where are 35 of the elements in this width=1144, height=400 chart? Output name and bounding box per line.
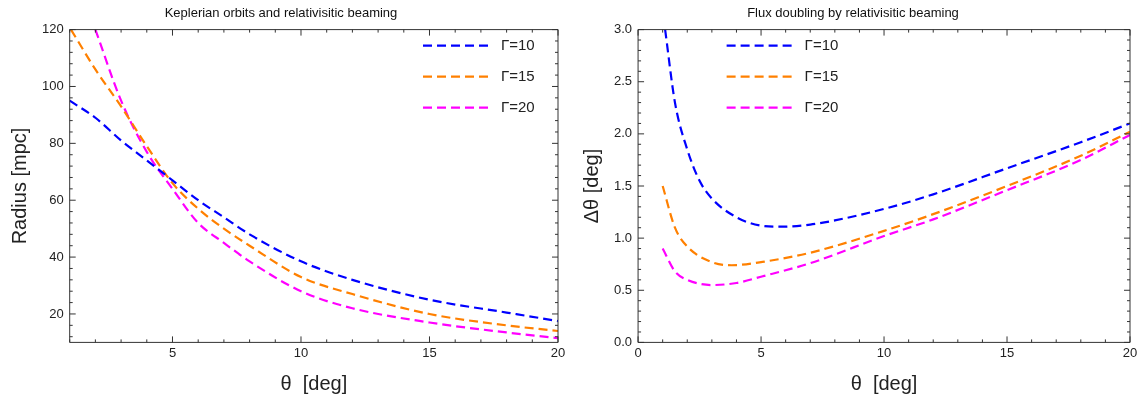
legend-label: Γ=10 [804,35,839,53]
y-tick-label: 1.5 [613,177,633,193]
y-tick-label: 3.0 [613,21,633,37]
y-tick-label: 0.5 [613,281,633,297]
x-tick-label: 15 [999,344,1015,360]
legend-label: Γ=20 [501,97,535,115]
chart-title: Flux doubling by relativisitic beaming [747,5,959,21]
y-tick-label: 40 [49,248,64,264]
y-axis-title: Radius [mpc] [7,127,30,245]
y-tick-label: 20 [49,305,64,321]
x-tick-label: 10 [293,344,309,360]
y-tick-label: 100 [41,78,64,94]
y-tick-label: 2.5 [613,73,633,89]
x-tick-label: 10 [876,344,892,360]
y-tick-label: 120 [41,21,64,37]
legend-label: Γ=15 [501,66,535,84]
x-tick-label: 5 [168,344,177,360]
y-tick-label: 60 [49,191,64,207]
x-tick-label: 20 [550,344,566,360]
x-axis-title: θ [deg] [280,371,348,394]
y-tick-label: 0.0 [613,333,633,349]
legend-label: Γ=15 [804,66,839,84]
x-tick-label: 5 [757,344,765,360]
x-tick-label: 0 [634,344,642,360]
x-axis-title: θ [deg] [850,371,918,394]
y-tick-label: 1.0 [613,229,633,245]
legend-label: Γ=20 [804,97,839,115]
chart-title: Keplerian orbits and relativisitic beaming [164,5,398,21]
y-axis-title: Δθ [deg] [579,148,602,224]
legend-label: Γ=10 [501,35,535,53]
x-tick-label: 15 [422,344,437,360]
y-tick-label: 2.0 [613,125,633,141]
y-tick-label: 80 [49,134,64,150]
x-tick-label: 20 [1122,344,1138,360]
line-series [664,29,1130,228]
